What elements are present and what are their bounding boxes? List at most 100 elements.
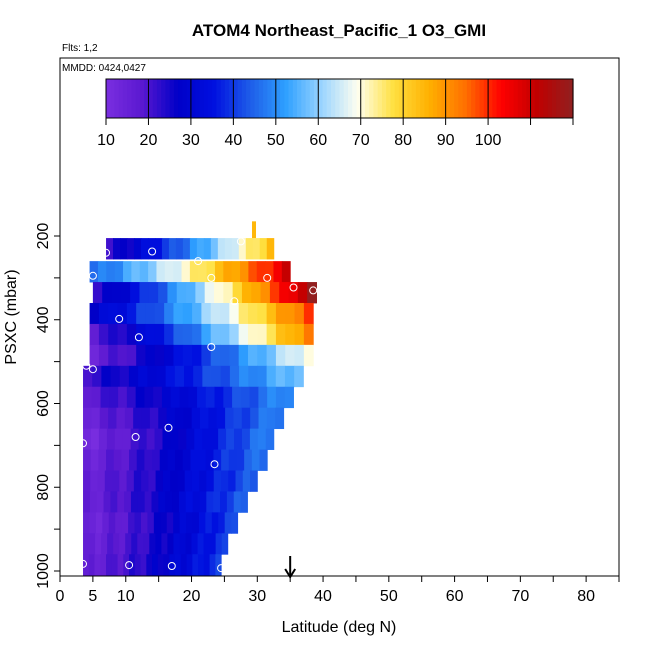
heatmap-cell (266, 344, 277, 367)
heatmap-cell (131, 261, 141, 283)
sample-marker (263, 273, 272, 282)
heatmap-cell (153, 512, 161, 534)
heatmap-cell (260, 282, 271, 304)
heatmap-cell (210, 323, 221, 346)
heatmap-cell (192, 491, 200, 513)
colorbar-tick-label: 50 (267, 132, 285, 149)
heatmap-cell (265, 261, 274, 283)
heatmap-cell (156, 365, 167, 388)
colorbar-segment (526, 79, 532, 118)
heatmap-cell (242, 470, 251, 492)
heatmap-cell (231, 512, 239, 534)
heatmap-cell (158, 491, 166, 513)
heatmap-cell (228, 449, 237, 471)
heatmap-cell (228, 470, 237, 492)
heatmap-cell (118, 386, 128, 409)
heatmap-cell (106, 554, 113, 576)
heatmap-cell (157, 554, 165, 576)
heatmap-cell (240, 491, 248, 513)
heatmap-cell (108, 512, 116, 534)
heatmap-cell (174, 407, 184, 430)
heatmap-cell (247, 344, 258, 367)
heatmap-cell (140, 554, 147, 576)
sample-marker (309, 286, 318, 295)
heatmap-cell (128, 512, 136, 534)
heatmap-cell (251, 449, 260, 471)
heatmap-cell (256, 261, 266, 283)
heatmap-cell (143, 533, 150, 555)
colorbar-segment (288, 79, 294, 118)
heatmap-cell (133, 470, 142, 492)
heatmap-cell (128, 365, 139, 388)
heatmap-cell (173, 512, 181, 534)
heatmap-cell (206, 261, 216, 283)
heatmap-cell (88, 554, 96, 576)
heatmap-cell (275, 344, 286, 367)
heatmap-cell (119, 470, 128, 492)
heatmap-cell (172, 491, 180, 513)
heatmap-cell (205, 449, 214, 471)
sample-marker (230, 297, 239, 306)
heatmap-cell (210, 344, 221, 367)
heatmap-cell (113, 449, 122, 471)
heatmap-cell (184, 470, 193, 492)
heatmap-cell (284, 386, 294, 409)
heatmap-cell (186, 428, 195, 450)
heatmap-cell (221, 533, 229, 555)
heatmap-row (83, 386, 294, 409)
colorbar-segment (509, 79, 515, 118)
colorbar-segment (216, 79, 222, 118)
colorbar-segment (386, 79, 392, 118)
heatmap-cell (250, 470, 258, 492)
heatmap-cell (149, 407, 159, 430)
heatmap-cell (130, 428, 140, 450)
heatmap-cell (229, 323, 240, 346)
heatmap-cell (147, 365, 157, 388)
y-tick-label: 400 (35, 306, 52, 333)
heatmap-cell (258, 407, 268, 430)
heatmap-cell (89, 344, 100, 367)
x-tick-label: 40 (314, 588, 332, 605)
colorbar-segment (331, 79, 336, 118)
heatmap-cell (114, 261, 124, 283)
colorbar-segment (466, 79, 472, 118)
colorbar-segment (556, 79, 561, 118)
colorbar-segment (280, 79, 285, 118)
heatmap-cell (124, 407, 134, 430)
heatmap-cell (223, 282, 234, 304)
heatmap-cell (226, 428, 235, 450)
colorbar-segment (517, 79, 523, 118)
colorbar-segment (335, 79, 341, 118)
colorbar-segment (106, 79, 111, 118)
heatmap-cell (130, 491, 139, 513)
heatmap-cell (117, 323, 128, 346)
colorbar-tick-label: 40 (224, 132, 242, 149)
heatmap-cell (148, 282, 159, 304)
sample-marker (164, 423, 173, 432)
heatmap-cell (99, 407, 109, 430)
heatmap-cell (113, 238, 121, 260)
heatmap-cell (89, 303, 100, 325)
sample-marker (131, 433, 140, 441)
heatmap-cell (198, 512, 206, 534)
heatmap-cell (224, 238, 233, 260)
heatmap-cell (164, 323, 174, 346)
heatmap-cell (164, 303, 174, 325)
colorbar-segment (322, 79, 328, 118)
colorbar-segment (326, 79, 332, 118)
colorbar-segment (254, 79, 260, 118)
heatmap-cell (155, 533, 162, 555)
colorbar-segment (263, 79, 268, 118)
heatmap-cell (297, 282, 308, 304)
y-tick-label: 200 (35, 223, 52, 250)
heatmap-cell (83, 365, 93, 388)
heatmap-cell (124, 491, 132, 513)
colorbar: 10 20 30 40 50 60 70 80 90 100 (97, 78, 574, 149)
heatmap-row (83, 407, 285, 430)
heatmap-cell (220, 365, 231, 388)
heatmap-cell (162, 428, 171, 450)
heatmap-cell (169, 554, 176, 576)
heatmap-cell (213, 491, 221, 513)
heatmap-cell (96, 491, 105, 513)
heatmap-cell (204, 282, 215, 304)
